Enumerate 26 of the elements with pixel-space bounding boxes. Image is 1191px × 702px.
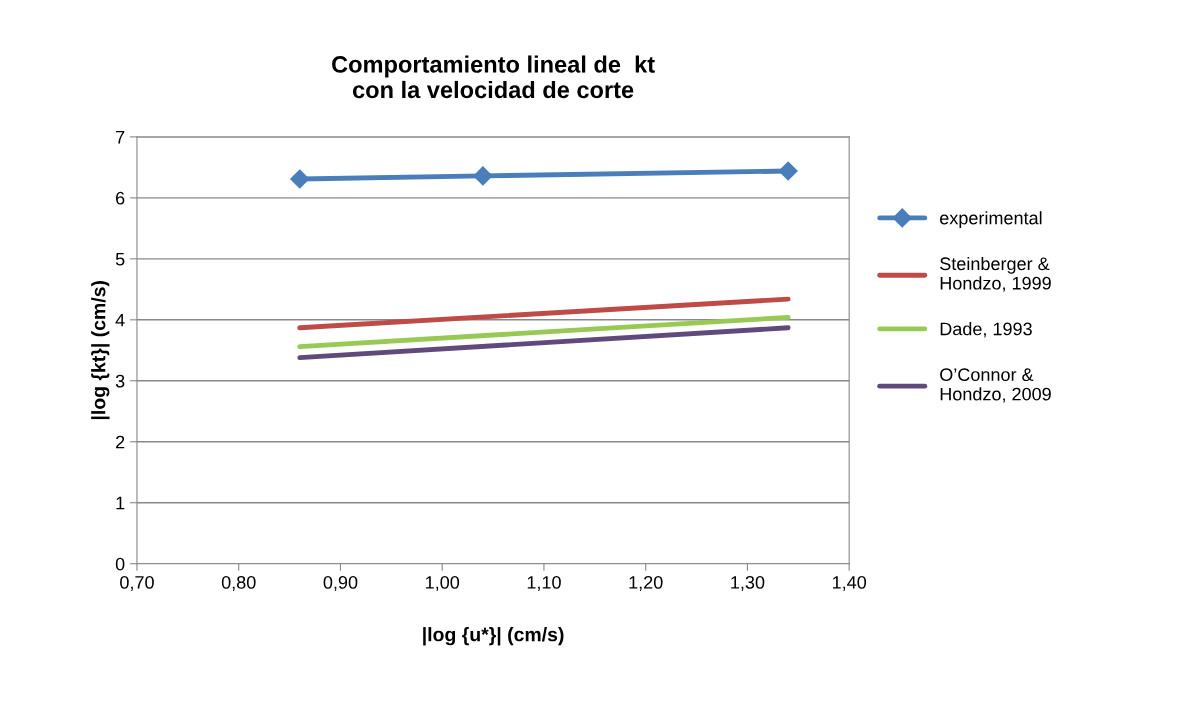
x-tick-label: 0,70: [120, 575, 154, 591]
x-tick-label: 1,20: [629, 575, 663, 591]
y-tick-label: 6: [116, 191, 125, 205]
x-tick-label: 0,90: [323, 575, 358, 591]
y-axis-title: |log {kt}| (cm/s): [91, 281, 110, 420]
x-tick-label: 1,00: [426, 575, 460, 591]
x-tick-label: 1,40: [832, 575, 867, 591]
y-tick-label: 5: [115, 252, 125, 266]
x-tick-label: 0,80: [221, 575, 256, 591]
legend-label: Dade, 1993: [940, 322, 1032, 338]
point: [290, 169, 310, 189]
legend-label: O’Connor & Hondzo, 2009: [940, 368, 1051, 403]
chart-title: Comportamiento lineal de kt con la velocidad de corte: [332, 55, 655, 99]
y-tick-label: 2: [116, 435, 125, 449]
y-tick-label: 0: [115, 557, 125, 571]
point: [778, 161, 798, 181]
x-tick-label: 1,30: [731, 575, 765, 591]
x-tick-label: 1,10: [527, 575, 561, 591]
legend-label: Steinberger & Hondzo, 1999: [940, 256, 1051, 292]
y-tick-label: 3: [115, 374, 125, 388]
y-tick-label: 4: [115, 313, 125, 327]
y-tick-label: 7: [116, 131, 125, 144]
x-axis-title: |log {u*}| (cm/s): [423, 627, 564, 646]
legend-label: experimental: [940, 211, 1042, 228]
y-tick-label: 1: [116, 496, 125, 510]
point: [473, 166, 493, 186]
